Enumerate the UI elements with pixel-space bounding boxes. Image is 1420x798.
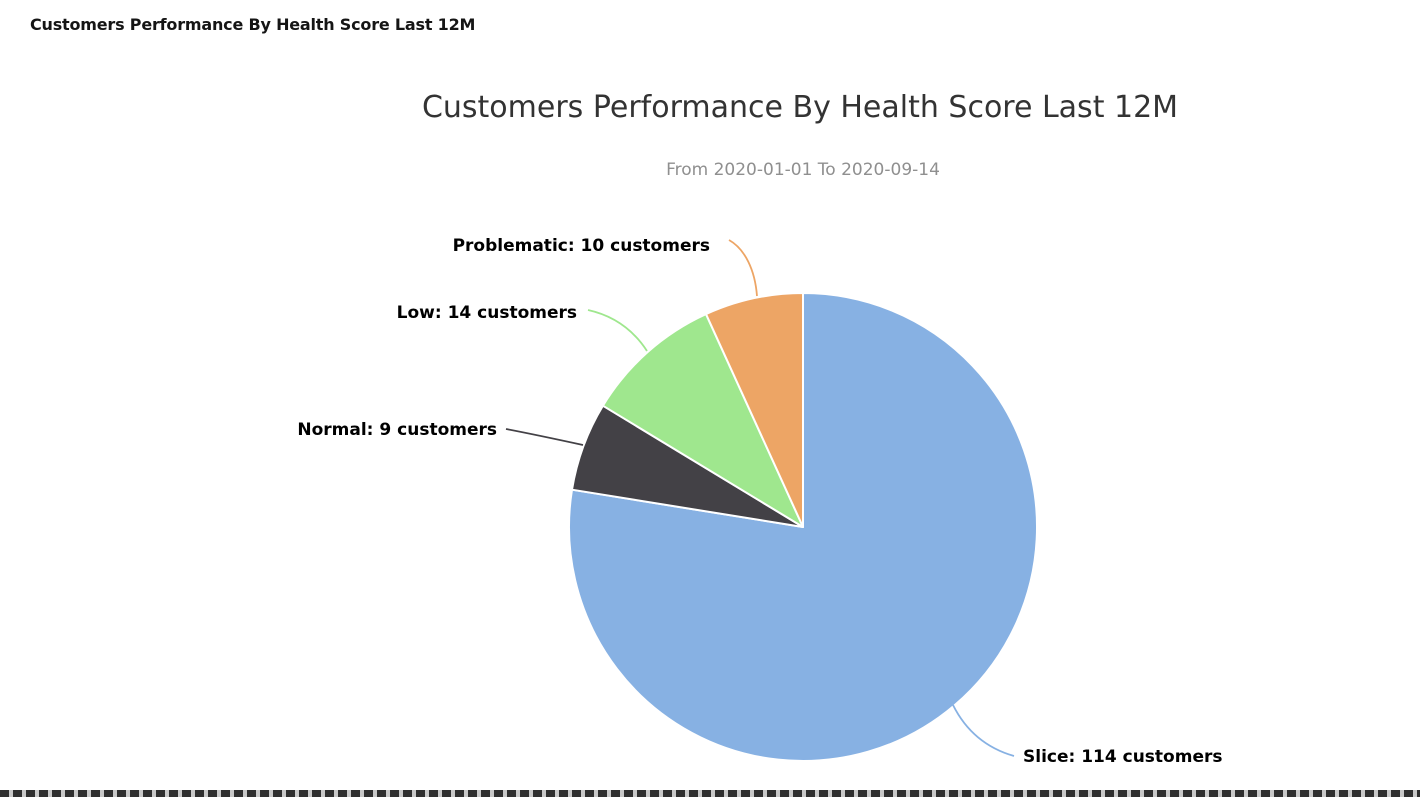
slice-label-low: Low: 14 customers	[396, 303, 577, 323]
label-connector-low	[587, 309, 648, 352]
pie-slice-low[interactable]	[601, 313, 804, 528]
label-connector-slice	[952, 704, 1015, 757]
pie-slice-problematic[interactable]	[705, 292, 804, 528]
chart-subtitle: From 2020-01-01 To 2020-09-14	[666, 160, 940, 180]
label-connector-problematic	[728, 239, 758, 297]
slice-label-slice: Slice: 114 customers	[1023, 747, 1223, 767]
chart-title: Customers Performance By Health Score La…	[421, 90, 1179, 125]
widget-resize-dashed-border[interactable]	[0, 790, 1420, 797]
widget-header-title: Customers Performance By Health Score La…	[30, 15, 476, 34]
slice-label-normal: Normal: 9 customers	[297, 420, 497, 440]
label-connector-normal	[505, 428, 584, 446]
slice-label-problematic: Problematic: 10 customers	[452, 236, 710, 256]
